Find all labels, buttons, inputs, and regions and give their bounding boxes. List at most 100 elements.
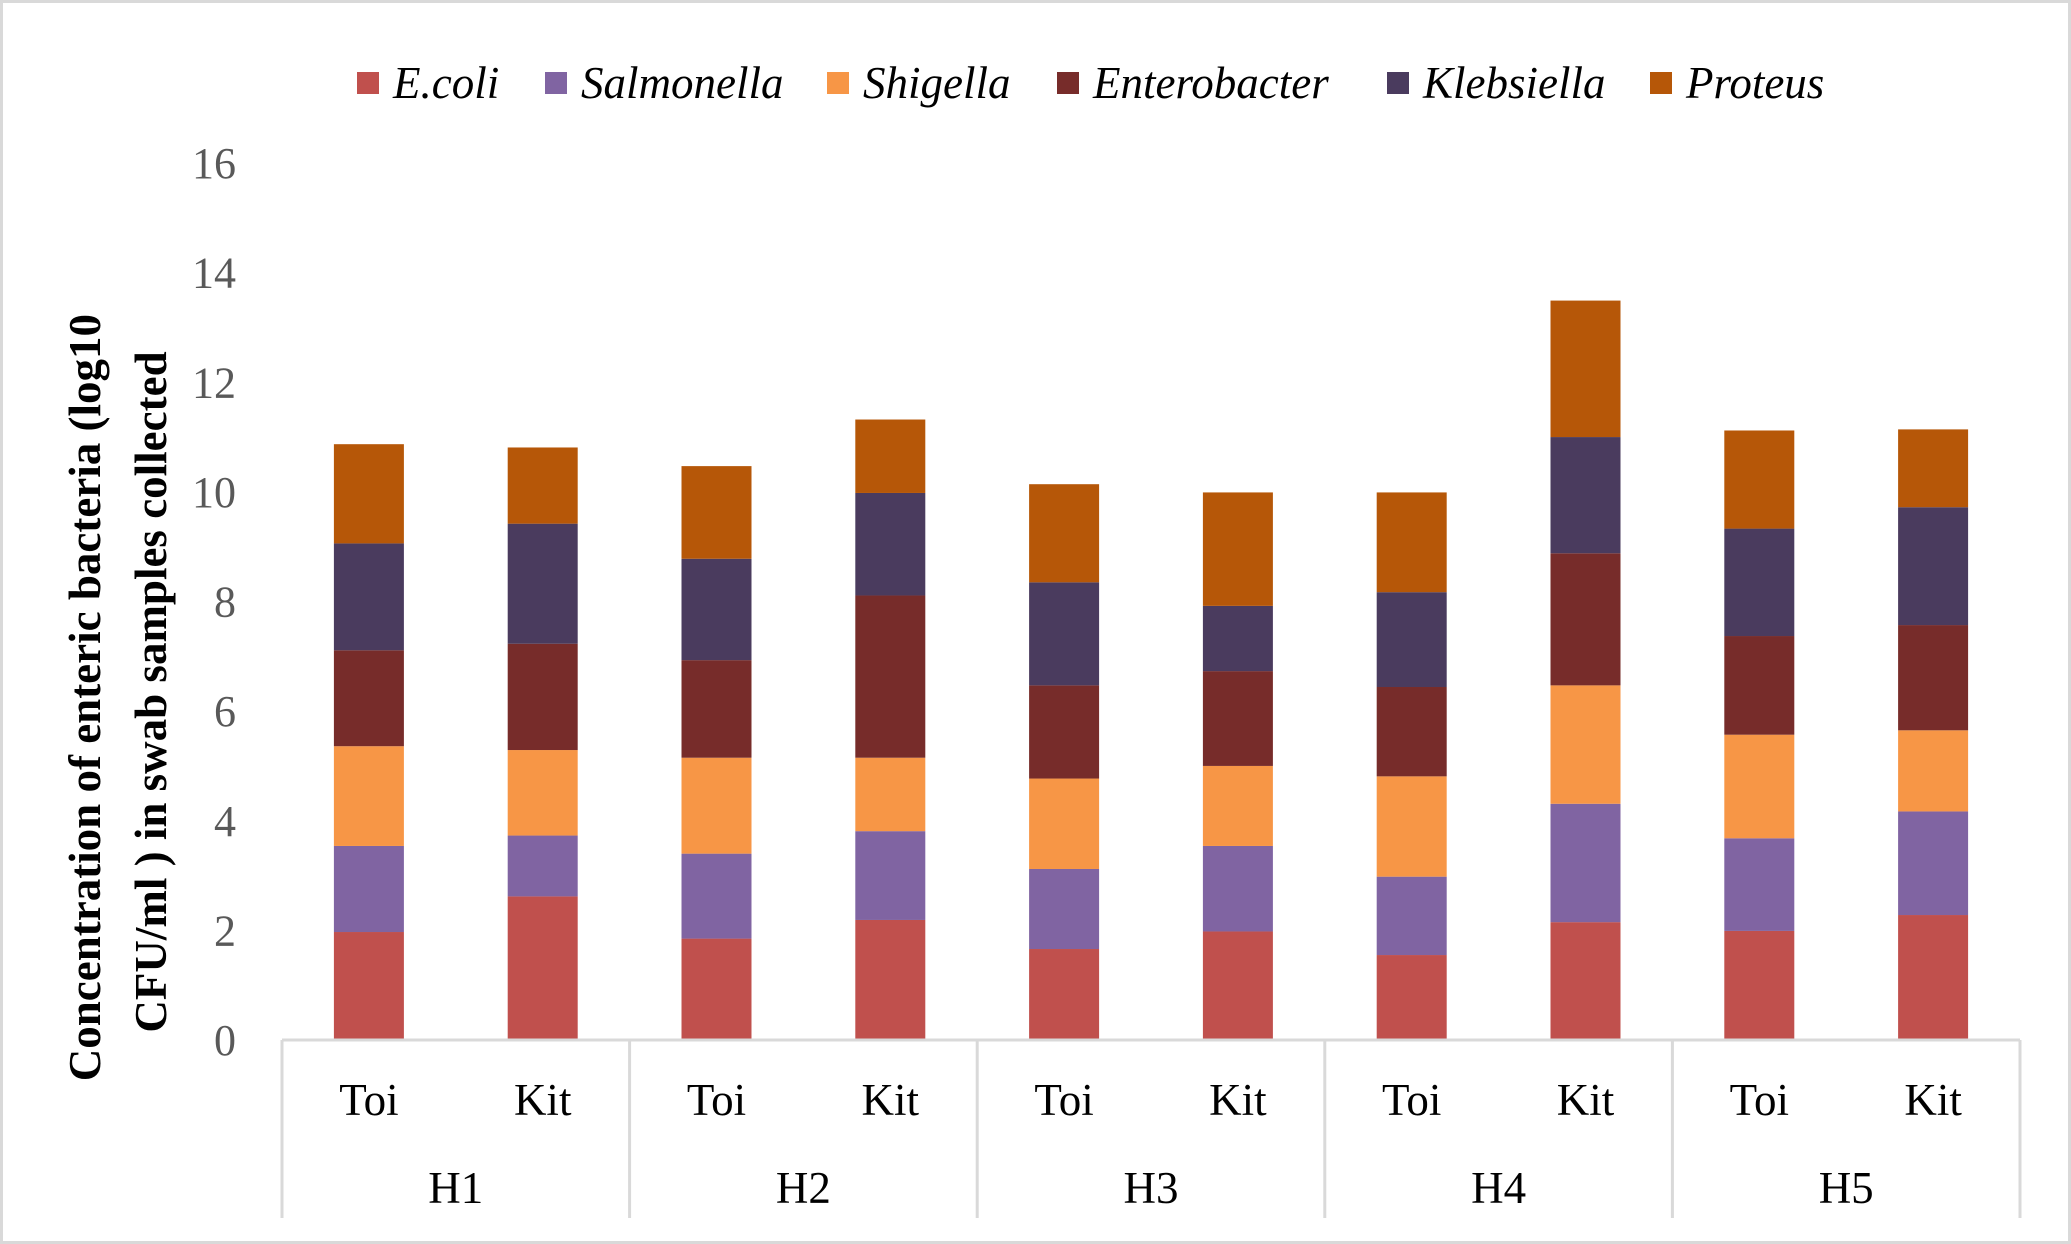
x-subcategory-label: Toi: [1034, 1075, 1093, 1125]
bar-segment-enterobacter: [1376, 687, 1447, 777]
legend-swatch: [827, 72, 849, 94]
y-axis: 0 2 4 6 8 10 12 14 16: [192, 139, 236, 1065]
y-tick-label: 8: [214, 578, 236, 627]
legend-label: Salmonella: [581, 58, 783, 108]
bar-segment-shigella: [333, 746, 404, 846]
bar-segment-klebsiella: [1724, 528, 1795, 637]
bar-segment-proteus: [855, 419, 926, 493]
legend-swatch: [1650, 72, 1672, 94]
bar-segment-klebsiella: [681, 558, 752, 661]
bar-segment-salmonella: [507, 835, 578, 897]
bar-segment-shigella: [1724, 734, 1795, 839]
legend-swatch: [1057, 72, 1079, 94]
bar-segment-e-coli: [1550, 922, 1621, 1040]
bar-segment-e-coli: [1029, 949, 1100, 1040]
x-axis: Toi Kit H1 Toi Kit H2 Toi Kit H3 Toi Kit H4 Toi Kit H5: [280, 1038, 2022, 1218]
x-group-label: H3: [1124, 1163, 1179, 1213]
bar-segment-e-coli: [333, 932, 404, 1040]
bar-segment-proteus: [1550, 300, 1621, 438]
legend-label: Klebsiella: [1422, 58, 1605, 108]
bar-segment-salmonella: [855, 831, 926, 920]
bar-segment-enterobacter: [855, 595, 926, 758]
x-group-label: H5: [1819, 1163, 1874, 1213]
legend-swatch: [1387, 72, 1409, 94]
bar-segment-enterobacter: [1550, 553, 1621, 686]
x-subcategory-label: Kit: [1209, 1075, 1267, 1125]
bar-segment-klebsiella: [1898, 507, 1969, 626]
y-tick-label: 0: [214, 1016, 236, 1065]
bar-segment-shigella: [1550, 685, 1621, 804]
bar-segment-enterobacter: [333, 650, 404, 747]
x-group-label: H1: [428, 1163, 483, 1213]
bar-segment-proteus: [1202, 492, 1273, 606]
bar-segment-e-coli: [1898, 915, 1969, 1040]
legend-label: Proteus: [1685, 58, 1824, 108]
bar-segment-salmonella: [1724, 838, 1795, 931]
bar-segment-shigella: [681, 757, 752, 854]
bar-segment-enterobacter: [1029, 685, 1100, 779]
bar-segment-proteus: [1898, 429, 1969, 508]
y-tick-label: 12: [192, 358, 236, 407]
bar-segment-enterobacter: [507, 643, 578, 751]
legend-swatch: [545, 72, 567, 94]
legend-label: Enterobacter: [1092, 58, 1329, 108]
legend-label: E.coli: [392, 58, 499, 108]
bar-segment-shigella: [855, 757, 926, 832]
x-subcategory-label: Toi: [1382, 1075, 1441, 1125]
bar-segment-salmonella: [681, 853, 752, 939]
y-tick-label: 4: [214, 797, 236, 846]
legend-swatch: [357, 72, 379, 94]
bar-segment-e-coli: [1724, 930, 1795, 1040]
bar-segment-salmonella: [1029, 868, 1100, 950]
bar-segment-salmonella: [1898, 811, 1969, 916]
bar-segment-klebsiella: [1202, 605, 1273, 672]
x-subcategory-label: Toi: [687, 1075, 746, 1125]
bar-segment-klebsiella: [507, 523, 578, 644]
bars: [333, 300, 1969, 1040]
y-axis-title-line-2: CFU/ml ) in swab samples collected: [126, 351, 176, 1032]
bar-segment-klebsiella: [1550, 437, 1621, 554]
x-subcategory-label: Kit: [514, 1075, 572, 1125]
bar-segment-proteus: [333, 444, 404, 544]
x-group-label: H2: [776, 1163, 831, 1213]
bar-segment-shigella: [1376, 776, 1447, 877]
y-axis-title: Concentration of enteric bacteria (log10…: [60, 303, 176, 1082]
bar-segment-klebsiella: [855, 492, 926, 596]
y-tick-label: 2: [214, 906, 236, 955]
x-subcategory-label: Kit: [862, 1075, 920, 1125]
bar-segment-proteus: [1029, 484, 1100, 583]
bar-segment-klebsiella: [333, 543, 404, 651]
y-tick-label: 14: [192, 249, 236, 298]
bar-segment-salmonella: [1202, 845, 1273, 932]
bar-segment-proteus: [507, 447, 578, 524]
bar-segment-enterobacter: [1202, 671, 1273, 766]
legend-label: Shigella: [863, 58, 1010, 108]
bar-segment-proteus: [1724, 430, 1795, 529]
bar-segment-e-coli: [507, 896, 578, 1040]
bar-segment-klebsiella: [1376, 592, 1447, 688]
y-tick-label: 10: [192, 468, 236, 517]
x-subcategory-label: Toi: [339, 1075, 398, 1125]
bar-segment-salmonella: [1550, 803, 1621, 923]
y-tick-label: 16: [192, 139, 236, 188]
bar-segment-proteus: [681, 466, 752, 559]
bar-segment-salmonella: [1376, 876, 1447, 956]
x-subcategory-label: Kit: [1904, 1075, 1962, 1125]
bar-segment-enterobacter: [1724, 636, 1795, 735]
bar-segment-shigella: [1898, 730, 1969, 812]
bar-segment-enterobacter: [1898, 625, 1969, 731]
bar-segment-e-coli: [1376, 955, 1447, 1040]
y-tick-label: 6: [214, 687, 236, 736]
bar-segment-proteus: [1376, 492, 1447, 593]
bar-segment-klebsiella: [1029, 582, 1100, 686]
bar-segment-shigella: [507, 750, 578, 836]
bar-segment-e-coli: [1202, 931, 1273, 1040]
x-subcategory-label: Toi: [1730, 1075, 1789, 1125]
x-group-label: H4: [1471, 1163, 1526, 1213]
bar-segment-salmonella: [333, 845, 404, 933]
bar-segment-e-coli: [855, 919, 926, 1040]
y-axis-title-line-1: Concentration of enteric bacteria (log10: [60, 314, 110, 1081]
bar-segment-shigella: [1202, 765, 1273, 846]
bar-segment-e-coli: [681, 938, 752, 1040]
